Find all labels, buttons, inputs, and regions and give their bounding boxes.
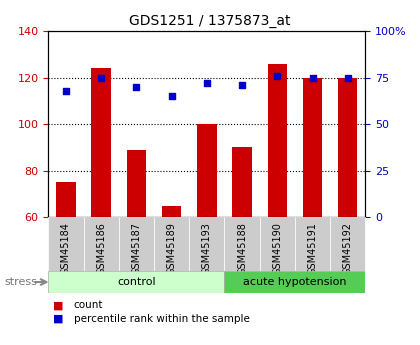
Bar [92,68,111,217]
Text: control: control [117,277,156,287]
Text: GSM45192: GSM45192 [343,221,353,275]
Bar [119,217,154,271]
Bar [224,217,260,271]
Text: acute hypotension: acute hypotension [243,277,346,287]
Point [63,88,69,93]
Point [168,93,175,99]
Bar [260,217,295,271]
Text: GSM45187: GSM45187 [131,221,142,275]
Text: ■: ■ [52,314,63,324]
Bar [224,271,365,293]
Bar [189,217,224,271]
Bar [56,183,76,217]
Point [98,75,105,80]
Text: GDS1251 / 1375873_at: GDS1251 / 1375873_at [129,14,291,28]
Text: stress: stress [4,277,37,287]
Bar [48,271,224,293]
Bar [303,78,322,217]
Text: GSM45188: GSM45188 [237,221,247,275]
Text: count: count [74,300,103,310]
Bar [295,217,330,271]
Bar [48,217,84,271]
Text: percentile rank within the sample: percentile rank within the sample [74,314,249,324]
Bar [338,78,357,217]
Text: GSM45191: GSM45191 [307,221,318,275]
Bar [127,150,146,217]
Bar [268,63,287,217]
Bar [84,217,119,271]
Bar [330,217,365,271]
Text: ■: ■ [52,300,63,310]
Point [274,73,281,79]
Point [309,75,316,80]
Point [133,84,140,90]
Bar [154,217,189,271]
Text: GSM45184: GSM45184 [61,221,71,275]
Point [239,82,245,88]
Text: GSM45189: GSM45189 [167,221,177,275]
Text: GSM45190: GSM45190 [272,221,282,275]
Text: GSM45193: GSM45193 [202,221,212,275]
Point [203,80,210,86]
Text: GSM45186: GSM45186 [96,221,106,275]
Bar [232,148,252,217]
Point [344,75,351,80]
Bar [197,124,217,217]
Bar [162,206,181,217]
